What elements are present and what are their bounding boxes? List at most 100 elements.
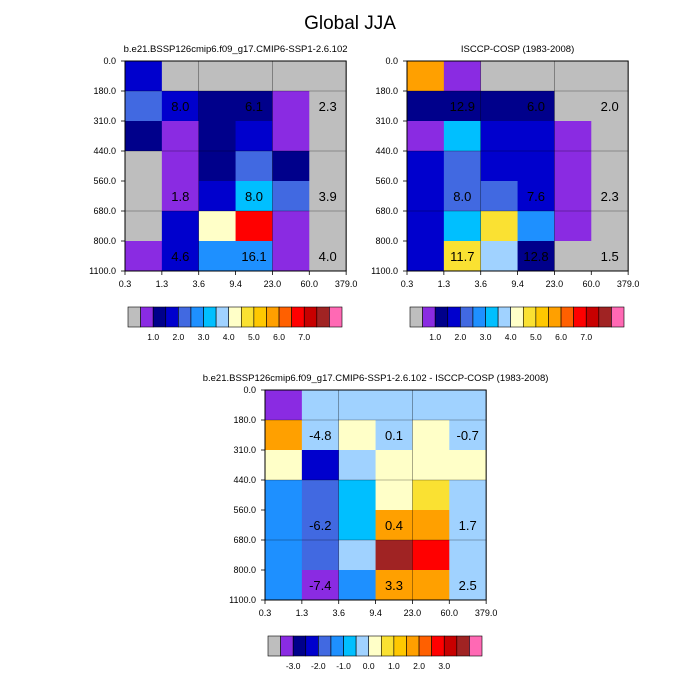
- heatmap-cell: [338, 480, 377, 511]
- colorbar-label: 6.0: [555, 332, 567, 342]
- cell-value-label: 7.6: [527, 189, 545, 204]
- heatmap-cell: [265, 450, 303, 481]
- x-tick-label: 379.0: [335, 279, 358, 289]
- x-tick-label: 60.0: [583, 279, 601, 289]
- y-tick-label: 800.0: [93, 236, 116, 246]
- heatmap-cell: [480, 151, 519, 182]
- heatmap-cell: [338, 420, 377, 451]
- y-tick-label: 1100.0: [89, 266, 116, 276]
- heatmap-cell: [517, 91, 555, 122]
- x-tick-label: 0.3: [119, 279, 132, 289]
- colorbar-label: 5.0: [248, 332, 260, 342]
- heatmap-cell: [407, 211, 445, 242]
- heatmap-cell: [517, 61, 555, 92]
- colorbar-swatch: [266, 306, 280, 328]
- heatmap-cell: [407, 61, 445, 92]
- x-tick-label: 1.3: [296, 608, 309, 618]
- colorbar-label: 1.0: [388, 661, 400, 671]
- heatmap-cell: [412, 390, 450, 421]
- heatmap-cell: [309, 211, 347, 242]
- y-tick-label: 310.0: [93, 116, 116, 126]
- heatmap-cell: [265, 540, 303, 571]
- heatmap-cell: [591, 181, 629, 212]
- heatmap-cell: [301, 510, 340, 541]
- heatmap-cell: [125, 151, 163, 182]
- y-tick-label: 680.0: [375, 206, 398, 216]
- heatmap-cell: [517, 241, 555, 272]
- heatmap-cell: [198, 61, 237, 92]
- heatmap-cell: [375, 390, 413, 421]
- colorbar-swatch: [165, 306, 179, 328]
- heatmap-cell: [235, 91, 273, 122]
- colorbar-swatch: [140, 306, 154, 328]
- figure-title: Global JJA: [304, 13, 396, 34]
- colorbar-label: 1.0: [429, 332, 441, 342]
- colorbar-swatch: [253, 306, 267, 328]
- colorbar-label: 2.0: [454, 332, 466, 342]
- heatmap-cell: [272, 241, 310, 272]
- cell-value-label: 6.0: [527, 99, 545, 114]
- heatmap-cell: [125, 91, 163, 122]
- y-tick-label: 0.0: [243, 385, 256, 395]
- colorbar-swatch: [535, 306, 549, 328]
- heatmap-cell: [301, 390, 340, 421]
- panel-title: b.e21.BSSP126cmip6.f09_g17.CMIP6-SSP1-2.…: [203, 373, 549, 384]
- heatmap-cell: [375, 450, 413, 481]
- x-tick-label: 379.0: [475, 608, 498, 618]
- heatmap-cell: [301, 480, 340, 511]
- heatmap-cell: [591, 61, 629, 92]
- cell-value-label: 8.0: [245, 189, 263, 204]
- colorbar-swatch: [190, 306, 204, 328]
- cell-value-label: 16.1: [241, 249, 266, 264]
- cell-value-label: 8.0: [453, 189, 471, 204]
- cell-value-label: 1.5: [601, 249, 619, 264]
- colorbar-swatch: [510, 306, 524, 328]
- heatmap-cell: [375, 540, 413, 571]
- cell-value-label: 12.9: [450, 99, 475, 114]
- heatmap-cell: [265, 420, 303, 451]
- colorbar-label: 1.0: [147, 332, 159, 342]
- heatmap-cell: [517, 211, 555, 242]
- colorbar-swatch: [548, 306, 562, 328]
- cell-value-label: 3.9: [319, 189, 337, 204]
- colorbar-swatch: [611, 306, 625, 328]
- cell-value-label: 1.7: [459, 518, 477, 533]
- heatmap-cell: [480, 61, 519, 92]
- heatmap-cell: [161, 241, 200, 272]
- y-tick-label: 800.0: [375, 236, 398, 246]
- heatmap-cell: [235, 211, 273, 242]
- heatmap-cell: [480, 91, 519, 122]
- heatmap-cell: [375, 570, 413, 601]
- heatmap-cell: [309, 241, 347, 272]
- colorbar-swatch: [456, 635, 470, 657]
- cell-value-label: 0.4: [385, 518, 403, 533]
- x-tick-label: 60.0: [441, 608, 459, 618]
- y-tick-label: 310.0: [233, 445, 256, 455]
- colorbar-swatch: [443, 635, 458, 657]
- heatmap-cell: [443, 181, 482, 212]
- cell-value-label: -6.2: [309, 518, 331, 533]
- heatmap-cell: [449, 450, 487, 481]
- heatmap-cell: [235, 121, 273, 152]
- cell-value-label: 3.3: [385, 578, 403, 593]
- heatmap-cell: [161, 181, 200, 212]
- heatmap-cell: [161, 121, 200, 152]
- cell-value-label: 0.1: [385, 428, 403, 443]
- heatmap-cell: [480, 181, 519, 212]
- heatmap-cell: [375, 480, 413, 511]
- heatmap-cell: [198, 91, 237, 122]
- cell-value-label: 2.0: [601, 99, 619, 114]
- y-tick-label: 180.0: [233, 415, 256, 425]
- heatmap-cell: [554, 241, 592, 272]
- heatmap-cell: [161, 211, 200, 242]
- heatmap-cell: [591, 91, 629, 122]
- colorbar-label: 7.0: [298, 332, 310, 342]
- heatmap-cell: [272, 151, 310, 182]
- heatmap-cell: [443, 121, 482, 152]
- x-tick-label: 9.4: [369, 608, 382, 618]
- colorbar-swatch: [431, 635, 445, 657]
- colorbar-swatch: [305, 635, 319, 657]
- heatmap-cell: [412, 570, 450, 601]
- x-tick-label: 9.4: [511, 279, 524, 289]
